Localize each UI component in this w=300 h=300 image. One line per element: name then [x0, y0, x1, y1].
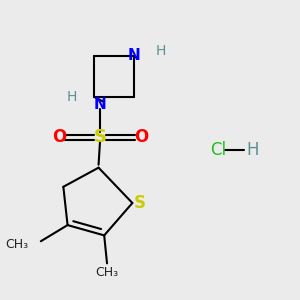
- Text: N: N: [94, 97, 106, 112]
- Text: O: O: [52, 128, 66, 146]
- Text: O: O: [134, 128, 148, 146]
- Text: CH₃: CH₃: [95, 266, 119, 279]
- Text: CH₃: CH₃: [5, 238, 28, 251]
- Text: S: S: [134, 194, 146, 212]
- Text: N: N: [128, 48, 140, 63]
- Text: S: S: [94, 128, 106, 146]
- Text: H: H: [155, 44, 166, 58]
- Text: Cl: Cl: [210, 141, 226, 159]
- Text: H: H: [67, 90, 77, 104]
- Text: H: H: [246, 141, 258, 159]
